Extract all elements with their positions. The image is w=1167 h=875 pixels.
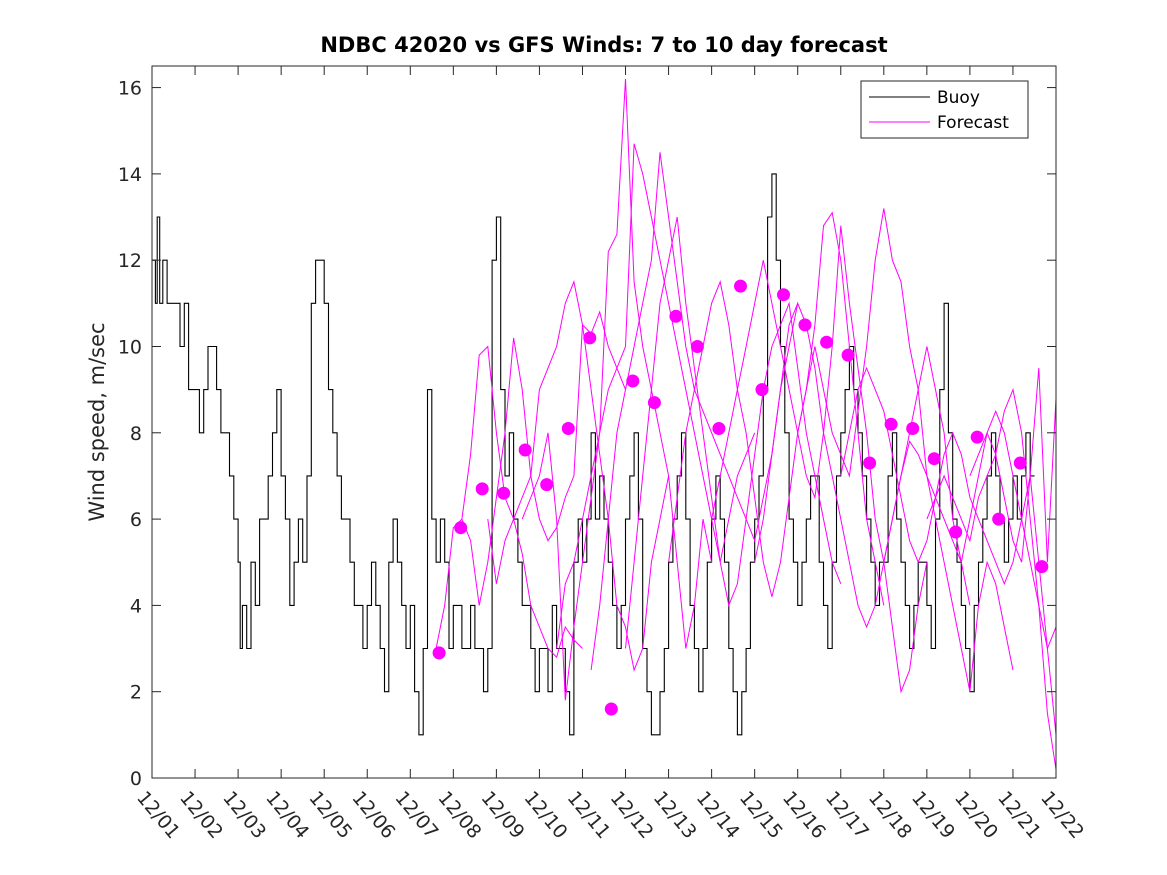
x-tick-label: 12/15	[735, 787, 787, 843]
forecast-marker	[992, 512, 1006, 526]
forecast-marker	[1013, 456, 1027, 470]
x-tick-label: 12/20	[950, 787, 1002, 843]
x-tick-label: 12/10	[520, 787, 572, 843]
forecast-marker	[454, 521, 468, 535]
x-tick-label: 12/12	[606, 787, 658, 843]
forecast-marker	[820, 335, 834, 349]
forecast-marker	[798, 318, 812, 332]
forecast-marker	[669, 309, 683, 323]
x-tick-label: 12/08	[433, 787, 485, 843]
x-tick-label: 12/01	[132, 787, 184, 843]
y-tick-label: 12	[118, 250, 142, 272]
forecast-marker	[604, 702, 618, 716]
forecast-marker	[884, 417, 898, 431]
legend-label-buoy: Buoy	[937, 88, 980, 108]
x-tick-label: 12/03	[218, 787, 270, 843]
forecast-line-13	[883, 409, 1057, 770]
x-tick-label: 12/13	[649, 787, 701, 843]
forecast-line-10	[754, 301, 971, 629]
forecast-marker	[841, 348, 855, 362]
y-axis-label: Wind speed, m/sec	[85, 322, 109, 521]
x-tick-label: 12/19	[907, 787, 959, 843]
y-tick-label: 16	[118, 78, 142, 100]
y-tick-label: 10	[118, 336, 142, 358]
forecast-line-12	[840, 366, 1057, 735]
forecast-line-7	[625, 216, 842, 649]
forecast-markers	[432, 279, 1049, 716]
x-tick-label: 12/14	[692, 787, 744, 843]
forecast-marker	[475, 482, 489, 496]
x-tick-label: 12/09	[477, 787, 529, 843]
forecast-series	[435, 78, 1057, 770]
legend-box	[860, 80, 1029, 139]
legend-label-forecast: Forecast	[937, 113, 1009, 133]
forecast-marker	[432, 646, 446, 660]
forecast-marker	[906, 422, 920, 435]
forecast-marker	[970, 430, 984, 444]
x-tick-label: 12/04	[261, 787, 313, 843]
y-tick-label: 4	[130, 595, 142, 617]
plot-frame	[151, 65, 1057, 779]
forecast-marker	[647, 396, 661, 410]
forecast-line-14	[926, 387, 1057, 651]
legend: Buoy Forecast	[860, 80, 1029, 139]
x-tick-label: 12/07	[390, 787, 442, 843]
forecast-marker	[583, 331, 597, 345]
forecast-line-8	[668, 211, 885, 606]
forecast-marker	[690, 340, 704, 353]
forecast-line-3	[487, 280, 670, 672]
x-tick-label: 12/21	[993, 787, 1045, 843]
forecast-line-9	[711, 225, 928, 694]
x-tick-label: 12/18	[864, 787, 916, 843]
forecast-marker	[540, 478, 554, 492]
forecast-marker	[518, 443, 532, 457]
forecast-line-4	[521, 78, 713, 701]
forecast-line-1	[435, 345, 583, 659]
forecast-line-2	[461, 310, 626, 606]
x-tick-label: 12/06	[347, 787, 399, 843]
y-tick-label: 6	[130, 509, 142, 531]
x-tick-label: 12/17	[821, 787, 873, 843]
buoy-line	[152, 173, 1035, 736]
y-axis: 0 2 4 6 8 10 12 14 16	[118, 78, 1056, 790]
buoy-series	[152, 173, 1035, 736]
forecast-line-5	[556, 143, 756, 649]
forecast-marker	[777, 288, 790, 302]
forecast-marker	[949, 525, 963, 539]
forecast-marker	[626, 374, 640, 388]
x-tick-label: 12/02	[175, 787, 227, 843]
x-tick-label: 12/11	[563, 787, 615, 843]
y-tick-label: 0	[130, 768, 142, 790]
forecast-marker	[755, 383, 769, 397]
chart-title: NDBC 42020 vs GFS Winds: 7 to 10 day for…	[320, 33, 887, 57]
x-tick-label: 12/16	[778, 787, 830, 843]
forecast-marker	[561, 422, 575, 435]
plot-area	[152, 66, 1056, 778]
x-tick-label: 12/05	[304, 787, 356, 843]
forecast-marker	[863, 456, 877, 470]
forecast-line-11	[797, 208, 1014, 692]
x-tick-label: 12/22	[1036, 787, 1088, 843]
forecast-marker	[497, 486, 511, 500]
forecast-marker	[1035, 560, 1049, 574]
forecast-marker	[712, 422, 726, 435]
forecast-line-15	[969, 368, 1057, 563]
y-tick-label: 14	[118, 164, 142, 186]
y-tick-label: 2	[130, 682, 142, 704]
forecast-marker	[927, 452, 941, 466]
y-tick-label: 8	[130, 423, 142, 445]
forecast-marker	[734, 279, 747, 293]
